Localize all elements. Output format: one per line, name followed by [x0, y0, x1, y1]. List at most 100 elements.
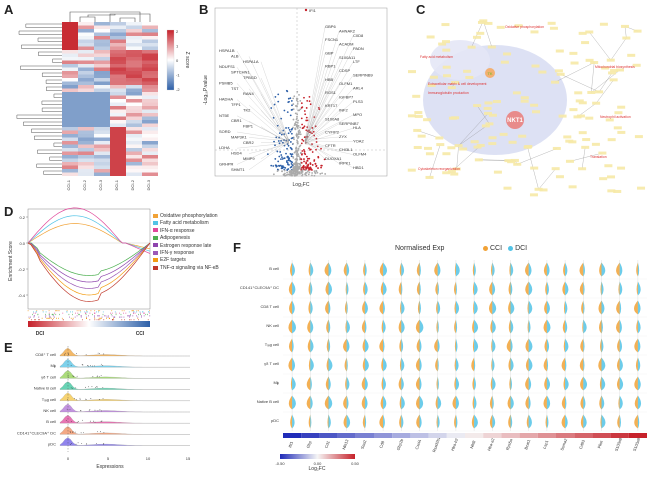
- violin-cci: [636, 320, 638, 334]
- violin-cci: [288, 320, 292, 334]
- volcano-point: [311, 174, 313, 176]
- violin-dci: [620, 415, 621, 429]
- violin-dci: [638, 396, 641, 410]
- ridge-point: [95, 422, 96, 423]
- volcano-point: [301, 102, 303, 104]
- heatmap-cell: [62, 162, 78, 166]
- volcano-point: [321, 172, 323, 174]
- violin-dci: [365, 320, 367, 334]
- violin-cci: [379, 301, 383, 315]
- violin-dci: [602, 320, 603, 334]
- ridge-point: [76, 353, 77, 354]
- volcano-point: [298, 155, 300, 157]
- gene-fc-cell: [374, 433, 392, 438]
- volcano-point: [308, 147, 310, 149]
- gsea-legend-swatch: [153, 251, 158, 255]
- heatmap-cell: [94, 61, 110, 65]
- volcano-point: [292, 97, 294, 99]
- heatmap-cell: [126, 22, 142, 26]
- ridge-xtick: 5: [107, 456, 110, 461]
- volcano-gene-label: LDHA: [219, 145, 230, 150]
- ridge-point: [71, 443, 72, 444]
- violin-legend-swatch: [508, 246, 513, 251]
- violin-cci: [491, 377, 493, 391]
- ridge-point: [98, 353, 99, 354]
- heatmap-cell: [62, 89, 78, 93]
- volcano-gene-label: FBP1: [243, 124, 254, 129]
- volcano-gene-label: HSPA1A: [243, 59, 259, 64]
- network-node: [530, 167, 538, 170]
- volcano-point: [307, 158, 309, 160]
- violin-cci: [327, 358, 329, 372]
- gene-fc-cell: [301, 433, 319, 438]
- violin-dci: [438, 396, 441, 410]
- violin-cci: [437, 377, 438, 391]
- ridge-point: [68, 375, 69, 376]
- heatmap-cell: [126, 159, 142, 163]
- violin-legend-label: DCI: [515, 245, 527, 252]
- volcano-gene-label: ARL4: [353, 86, 364, 91]
- violin-cci: [400, 263, 402, 277]
- violin-cci: [617, 377, 620, 391]
- heatmap-cell: [78, 106, 94, 110]
- gene-fc-cell: [319, 433, 337, 438]
- violin-row-label: Tᵣₑg cell: [265, 342, 279, 347]
- violin-cci: [545, 282, 547, 296]
- heatmap-cells: [62, 22, 158, 176]
- violin-cci: [472, 415, 474, 429]
- violin-cci: [616, 301, 620, 315]
- violin-cci: [599, 320, 601, 334]
- heatmap-cell: [126, 169, 142, 173]
- violin-cci: [416, 320, 420, 334]
- violin-cci: [636, 358, 638, 372]
- volcano-point: [301, 117, 303, 119]
- volcano-point: [286, 174, 288, 176]
- network-node: [548, 22, 556, 25]
- ridge-xtick: 15: [186, 456, 191, 461]
- heatmap-cell: [110, 75, 126, 79]
- network-node: [610, 78, 618, 81]
- network-node: [463, 70, 471, 73]
- violin-dci: [310, 415, 311, 429]
- violin-cci: [472, 320, 474, 334]
- network-node: [530, 30, 538, 33]
- volcano-point: [286, 90, 288, 92]
- volcano-gene-label: KRT17: [325, 103, 338, 108]
- heatmap-cell: [142, 50, 158, 54]
- network-node: [494, 171, 502, 174]
- gsea-legend-item: Fatty acid metabolism: [153, 220, 253, 227]
- violin-dci: [292, 377, 296, 391]
- network-node: [569, 185, 577, 188]
- heatmap-cell: [62, 120, 78, 124]
- network-node: [634, 30, 642, 33]
- heatmap-cell: [126, 47, 142, 51]
- zscore-tick: 1: [176, 44, 179, 49]
- heatmap-cell: [78, 134, 94, 138]
- violin-cci: [637, 282, 638, 296]
- ridge-point: [76, 444, 77, 445]
- violin-dci: [347, 301, 348, 315]
- violin-dci: [638, 263, 639, 277]
- violin-dci: [547, 415, 549, 429]
- network-node: [613, 190, 621, 193]
- heatmap-cell: [94, 68, 110, 72]
- volcano-point: [283, 173, 285, 175]
- network-node: [524, 146, 532, 149]
- violin-cci: [416, 358, 420, 372]
- heatmap-cell: [126, 82, 142, 86]
- volcano-point: [287, 157, 289, 159]
- volcano-gene-label: GBP: [325, 50, 334, 55]
- violin-cci: [455, 358, 456, 372]
- violin-dci: [547, 358, 548, 372]
- volcano-gene-label: YOA2: [353, 138, 364, 143]
- volcano-point: [291, 133, 293, 135]
- violin-dci: [329, 339, 331, 353]
- ridge-point: [97, 387, 98, 388]
- volcano-point: [315, 163, 317, 165]
- gene-fc-cell: [574, 433, 592, 438]
- network-node: [426, 176, 434, 179]
- heatmap-cell: [78, 57, 94, 61]
- violin-cci: [580, 377, 583, 391]
- volcano-point: [306, 100, 308, 102]
